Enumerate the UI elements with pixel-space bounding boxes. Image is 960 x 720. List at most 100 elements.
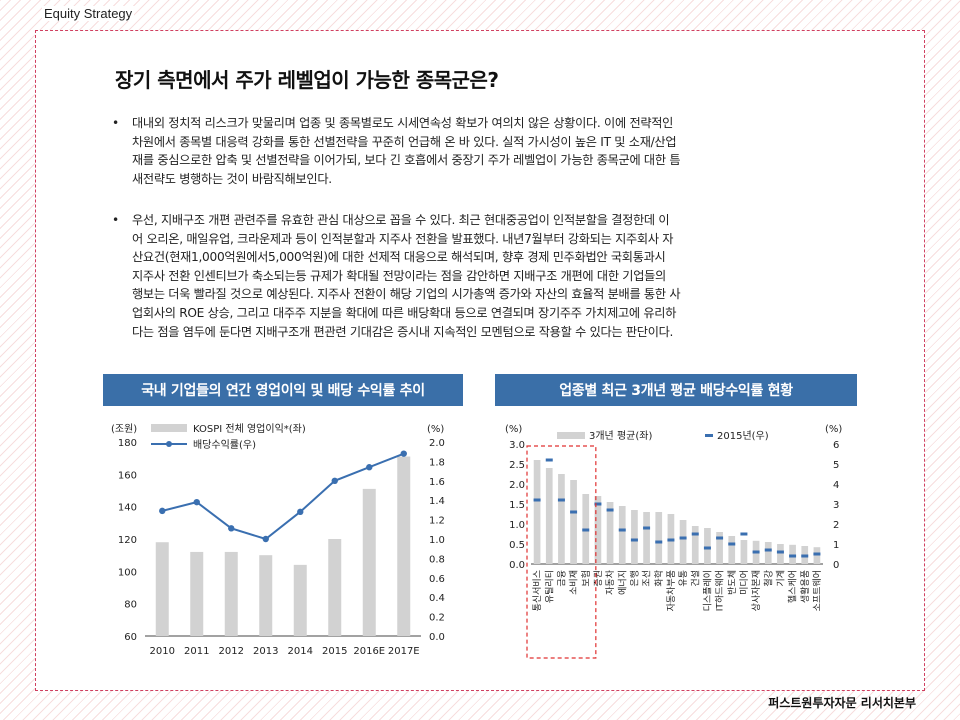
left-axis-unit: (%) — [505, 424, 522, 435]
y-tick-label: 1.0 — [509, 520, 525, 531]
legend-bar-label: KOSPI 전체 영업이익*(좌) — [193, 422, 306, 435]
bar — [328, 539, 342, 636]
x-tick-label: 에너지 — [617, 570, 628, 595]
marker-2015 — [582, 528, 590, 532]
bar — [362, 488, 376, 636]
y-tick-label: 0.0 — [509, 560, 525, 571]
line-point — [331, 477, 338, 484]
x-tick-label: 기계 — [774, 570, 786, 587]
legend-line-label: 배당수익률(우) — [193, 439, 256, 451]
paragraph-line: 지주사 전환 인센티브가 축소되는등 규제가 확대될 전망이라는 점을 감안하면… — [132, 268, 666, 283]
marker-2015 — [728, 542, 736, 546]
x-tick-label: 2017E — [388, 646, 420, 657]
marker-2015 — [752, 550, 760, 554]
paragraph-1: • 대내외 정치적 리스크가 맞물리며 업종 및 종목별로도 시세연속성 확보가… — [112, 114, 847, 188]
x-tick-label: IT하드웨어 — [714, 570, 726, 611]
bar — [259, 555, 273, 636]
marker-2015 — [643, 526, 651, 530]
y-tick-label: 120 — [118, 535, 137, 546]
y-tick-label: 100 — [118, 567, 137, 578]
bullet: • — [112, 213, 119, 227]
y2-tick-label: 0.4 — [429, 593, 445, 604]
paragraph-line: 행보는 더욱 빨라질 것으로 예상된다. 지주사 전환이 해당 기업의 시가총액… — [132, 287, 681, 302]
y2-tick-label: 1.8 — [429, 457, 445, 468]
x-tick-label: 생활용품 — [799, 570, 811, 603]
legend-marker-swatch — [705, 434, 713, 437]
x-tick-label: 증권 — [592, 570, 604, 587]
bar — [155, 542, 169, 636]
x-tick-label: 유틸리티 — [544, 570, 555, 603]
bar — [190, 551, 204, 636]
bar — [618, 506, 626, 564]
paragraph-line: 새전략도 병행하는 것이 바람직해보인다. — [132, 171, 332, 186]
bar — [679, 520, 687, 564]
y2-tick-label: 1 — [833, 540, 839, 551]
bar — [558, 474, 565, 564]
legend-line-marker — [166, 441, 172, 447]
bullet: • — [112, 116, 119, 130]
line-point — [193, 498, 200, 506]
x-tick-label: 2010 — [150, 646, 175, 657]
bar — [777, 544, 784, 564]
x-tick-label: 소프트웨어 — [811, 570, 823, 611]
y-tick-label: 180 — [118, 438, 137, 449]
y2-tick-label: 2.0 — [429, 438, 445, 449]
x-tick-label: 2012 — [219, 646, 244, 657]
left-chart-title: 국내 기업들의 연간 영업이익 및 배당 수익률 추이 — [103, 374, 463, 406]
y2-tick-label: 1.2 — [429, 516, 445, 527]
bar — [545, 468, 553, 564]
legend-bar-swatch — [151, 424, 187, 432]
y2-tick-label: 0 — [833, 560, 839, 571]
dividend-yield-line — [162, 452, 405, 541]
y2-tick-label: 3 — [833, 500, 839, 511]
bar — [764, 542, 772, 564]
y-tick-label: 1.5 — [509, 500, 525, 511]
marker-2015 — [776, 550, 784, 554]
bar — [655, 512, 663, 564]
paragraph-line: 어 오리온, 매일유업, 크라운제과 등이 인적분할과 지주사 전환을 발표했다… — [132, 231, 674, 246]
y2-tick-label: 2 — [833, 520, 839, 531]
y2-tick-label: 1.6 — [429, 477, 445, 488]
x-tick-label: 미디어 — [739, 570, 750, 595]
marker-2015 — [813, 552, 821, 556]
x-tick-label: 은행 — [628, 570, 640, 587]
x-tick-label: 화학 — [654, 570, 665, 587]
marker-2015 — [691, 532, 699, 536]
page-title: 장기 측면에서 주가 레벨업이 가능한 종목군은? — [115, 68, 499, 92]
bar — [293, 564, 307, 636]
x-tick-label: 디스플레이 — [702, 570, 713, 611]
paragraph-line: 대내외 정치적 리스크가 맞물리며 업종 및 종목별로도 시세연속성 확보가 여… — [132, 116, 674, 130]
marker-2015 — [545, 458, 553, 462]
bar — [570, 480, 577, 564]
right-chart: (%) (%) 0.0 0.5 1.0 1.5 2.0 2.5 3.0 0 1 2 3 4 5 6 통신서비스 유… — [495, 410, 857, 662]
paragraph-line: 우선, 지배구조 개편 관련주를 유효한 관심 대상으로 꼽을 수 있다. 최근… — [132, 213, 670, 227]
bar — [789, 544, 796, 564]
legend-marker-label: 2015년(우) — [717, 430, 769, 442]
x-tick-label: 유통 — [678, 570, 689, 587]
y2-tick-label: 6 — [833, 440, 839, 451]
bar — [606, 502, 614, 564]
marker-2015 — [606, 508, 614, 512]
line-point — [262, 535, 269, 543]
y-tick-label: 160 — [118, 470, 137, 481]
marker-2015 — [655, 540, 663, 544]
bar — [397, 456, 411, 636]
y-tick-label: 60 — [124, 632, 137, 643]
line-point — [400, 450, 407, 457]
right-axis-unit: (%) — [825, 424, 842, 435]
line-point — [228, 525, 235, 532]
x-tick-label: 상사자본재 — [751, 570, 762, 611]
x-tick-label: 금융 — [556, 570, 567, 587]
bar — [813, 547, 821, 564]
left-chart: (조원) (%) 60 80 100 120 140 160 180 0.0 0.2 0.4 0.6 0.… — [103, 410, 463, 662]
x-tick-label: 반도체 — [727, 570, 738, 595]
marker-2015 — [618, 528, 626, 532]
bar — [594, 496, 602, 564]
bar — [533, 460, 541, 564]
left-axis-unit: (조원) — [111, 423, 137, 435]
x-tick-label: 보험 — [581, 570, 592, 587]
legend-bar-swatch — [557, 432, 585, 439]
y-tick-label: 2.0 — [509, 480, 525, 491]
x-tick-label: 소비재 — [569, 570, 580, 595]
